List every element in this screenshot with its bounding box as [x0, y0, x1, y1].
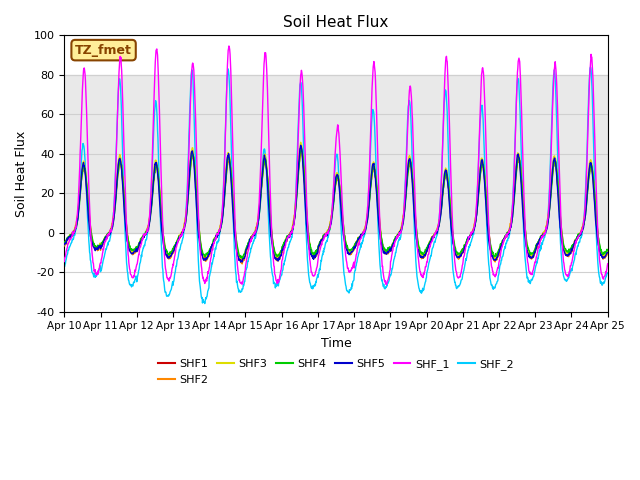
SHF_2 [168, 283, 176, 288]
SHF2 [181, 217, 189, 223]
SHF_1 [225, 43, 233, 49]
SHF5 [181, 220, 189, 226]
SHF_1 [540, 231, 548, 237]
SHF3 [60, 242, 68, 248]
SHF2 [604, 250, 612, 255]
SHF4 [421, 250, 429, 255]
SHF4 [604, 247, 612, 252]
SHF_1 [168, 267, 176, 273]
SHF3 [168, 249, 176, 254]
SHF3 [540, 230, 548, 236]
Line: SHF_2: SHF_2 [64, 67, 608, 303]
SHF_2 [243, 266, 250, 272]
SHF5 [540, 232, 548, 238]
SHF5 [168, 252, 176, 257]
SHF5 [492, 257, 500, 263]
SHF2 [297, 149, 305, 155]
SHF_1 [604, 261, 612, 266]
SHF3 [237, 256, 245, 262]
SHF5 [421, 252, 429, 258]
SHF_1 [60, 259, 68, 264]
SHF1 [297, 144, 305, 150]
SHF4 [243, 245, 250, 251]
SHF_1 [243, 258, 250, 264]
SHF_2 [201, 300, 209, 306]
Line: SHF2: SHF2 [64, 152, 608, 264]
SHF1 [540, 232, 548, 238]
SHF1 [168, 250, 176, 255]
SHF2 [540, 230, 548, 236]
SHF_2 [492, 282, 499, 288]
SHF3 [604, 247, 612, 252]
SHF_2 [604, 270, 612, 276]
SHF_2 [420, 282, 428, 288]
SHF4 [540, 231, 548, 237]
SHF2 [168, 252, 176, 258]
SHF_2 [540, 238, 547, 243]
SHF1 [604, 247, 612, 252]
Line: SHF5: SHF5 [64, 145, 608, 262]
SHF4 [168, 249, 176, 254]
SHF2 [243, 249, 250, 254]
Title: Soil Heat Flux: Soil Heat Flux [284, 15, 388, 30]
SHF2 [421, 252, 429, 258]
Line: SHF_1: SHF_1 [64, 46, 608, 285]
Bar [64, 75, 608, 233]
SHF3 [421, 250, 429, 255]
SHF1 [60, 240, 68, 246]
SHF5 [297, 143, 305, 148]
SHF5 [243, 247, 250, 252]
SHF1 [181, 220, 189, 226]
SHF4 [181, 221, 189, 227]
SHF_1 [492, 271, 500, 277]
X-axis label: Time: Time [321, 337, 351, 350]
SHF2 [492, 256, 500, 262]
SHF4 [492, 253, 500, 259]
SHF1 [243, 248, 250, 253]
SHF1 [492, 256, 500, 262]
Y-axis label: Soil Heat Flux: Soil Heat Flux [15, 131, 28, 216]
Line: SHF1: SHF1 [64, 147, 608, 262]
SHF_1 [421, 268, 429, 274]
SHF_2 [60, 264, 68, 269]
SHF4 [238, 255, 246, 261]
SHF5 [604, 250, 612, 255]
SHF3 [181, 219, 189, 225]
SHF_2 [587, 64, 595, 70]
SHF5 [60, 241, 68, 247]
SHF_1 [181, 220, 189, 226]
SHF_1 [383, 282, 390, 288]
Line: SHF3: SHF3 [64, 142, 608, 259]
SHF3 [243, 245, 250, 251]
SHF2 [238, 261, 246, 267]
SHF3 [492, 253, 500, 259]
SHF4 [60, 240, 68, 246]
SHF1 [237, 259, 245, 265]
SHF3 [297, 139, 305, 145]
SHF4 [298, 146, 305, 152]
SHF1 [421, 251, 429, 257]
SHF_2 [181, 220, 189, 226]
SHF5 [238, 259, 246, 265]
Legend: SHF1, SHF2, SHF3, SHF4, SHF5, SHF_1, SHF_2: SHF1, SHF2, SHF3, SHF4, SHF5, SHF_1, SHF… [154, 355, 518, 389]
Line: SHF4: SHF4 [64, 149, 608, 258]
Text: TZ_fmet: TZ_fmet [75, 44, 132, 57]
SHF2 [60, 243, 68, 249]
